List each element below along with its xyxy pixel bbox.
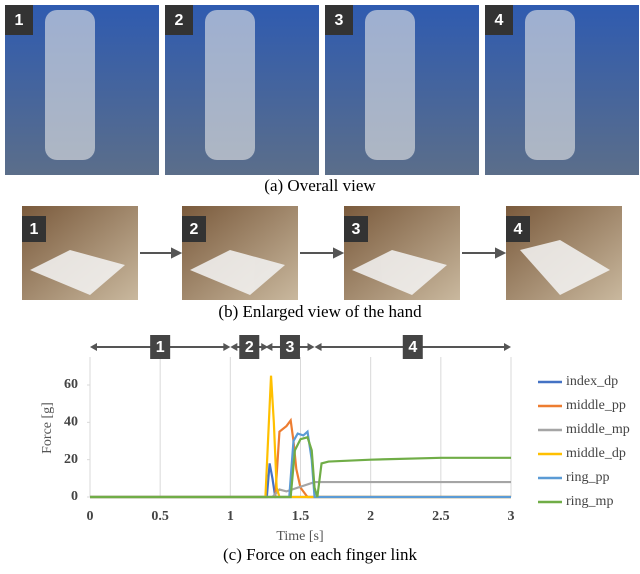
photo-number: 2 — [190, 221, 199, 238]
phase-label: 3 — [286, 339, 295, 356]
x-tick-label: 1 — [227, 509, 234, 524]
legend-label: index_dp — [566, 374, 618, 389]
arrow-head — [265, 343, 272, 351]
caption: (a) Overall view — [264, 176, 376, 195]
arrow-head — [223, 343, 230, 351]
y-tick-label: 40 — [64, 415, 78, 430]
overall-photos: 1 2 3 4 (a) Overall view — [5, 5, 639, 195]
chart: (c) Force on each finger link Time [s] F… — [40, 335, 630, 564]
x-tick-label: 2 — [367, 509, 374, 524]
legend-label: middle_dp — [566, 446, 626, 461]
arrow-head — [90, 343, 97, 351]
photo-number: 4 — [514, 221, 523, 238]
phase-label: 2 — [245, 339, 254, 356]
photo-number: 3 — [352, 221, 361, 238]
x-tick-label: 3 — [508, 509, 515, 524]
arrow-head — [308, 343, 315, 351]
photo-number: 3 — [335, 12, 344, 29]
x-tick-label: 1.5 — [292, 509, 310, 524]
legend-label: middle_pp — [566, 398, 626, 413]
photo-number: 1 — [30, 221, 39, 238]
phase-label: 4 — [408, 339, 417, 356]
legend-label: middle_mp — [566, 422, 630, 437]
y-axis-label: Force [g] — [40, 402, 55, 454]
photo-number: 4 — [495, 12, 504, 29]
enlarged-photos: 1 2 3 4 (b) Enlarged view of the hand — [22, 206, 622, 321]
legend-label: ring_pp — [566, 470, 610, 485]
y-tick-label: 0 — [71, 489, 78, 504]
arrow-head — [230, 343, 237, 351]
chart-title: (c) Force on each finger link — [223, 545, 417, 564]
x-tick-label: 0.5 — [151, 509, 169, 524]
x-tick-label: 2.5 — [432, 509, 450, 524]
arrow-head — [504, 343, 511, 351]
figure: 1 2 3 4 (a) Overall view 1 2 3 4 (b) Enl… — [0, 0, 640, 569]
photo-number: 1 — [15, 12, 24, 29]
x-tick-label: 0 — [87, 509, 94, 524]
y-tick-label: 60 — [64, 377, 78, 392]
y-tick-label: 20 — [64, 452, 78, 467]
legend-label: ring_mp — [566, 494, 613, 509]
phase-label: 1 — [156, 339, 165, 356]
arrow-head — [315, 343, 322, 351]
caption: (b) Enlarged view of the hand — [218, 302, 422, 321]
x-axis-label: Time [s] — [276, 529, 323, 544]
photo-number: 2 — [175, 12, 184, 29]
